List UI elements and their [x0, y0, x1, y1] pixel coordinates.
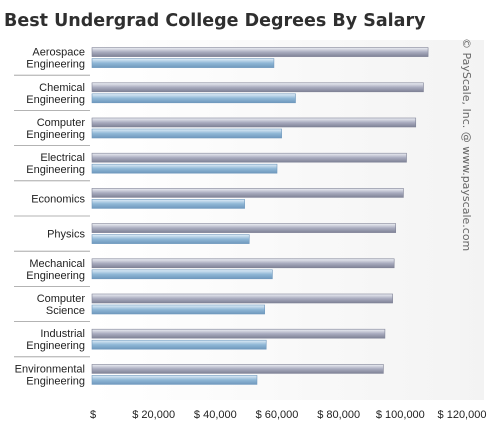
bar-series-2: [91, 199, 245, 209]
bar-series-1: [91, 188, 404, 198]
x-tick-label: $ 80,000: [317, 409, 360, 421]
category-label: Economics: [31, 193, 85, 205]
bar-series-2: [91, 58, 275, 68]
bar-series-2: [91, 93, 296, 104]
chart-title: Best Undergrad College Degrees By Salary: [4, 11, 426, 31]
x-tick-label: $ 20,000: [132, 409, 175, 421]
bar-series-2: [91, 234, 250, 244]
category-label: Industrial Engineering: [26, 328, 85, 352]
category-label: Computer Science: [37, 293, 86, 317]
bar-series-2: [91, 163, 278, 174]
category-label: Physics: [47, 229, 85, 241]
x-tick-label: $ 100,000: [376, 409, 425, 421]
bar-series-1: [91, 328, 386, 339]
category-label: Aerospace Engineering: [26, 47, 85, 71]
bar-series-2: [91, 269, 273, 280]
bar-series-1: [91, 47, 429, 57]
bar-series-1: [91, 258, 395, 269]
x-tick-label: $ 60,000: [256, 409, 299, 421]
x-tick-label: $ 120,000: [438, 409, 487, 421]
category-label: Mechanical Engineering: [26, 258, 85, 282]
bar-series-2: [91, 339, 267, 350]
bar-series-2: [91, 304, 265, 315]
bar-series-1: [91, 223, 397, 233]
category-label: Computer Engineering: [26, 117, 85, 141]
bar-series-2: [91, 128, 282, 139]
category-label: Electrical Engineering: [26, 152, 85, 176]
x-tick-label: $ 40,000: [194, 409, 237, 421]
chart-credit: © PayScale, Inc. @ www.payscale.com: [460, 38, 473, 251]
bar-series-1: [91, 152, 407, 163]
category-label: Chemical Engineering: [26, 82, 85, 106]
bar-series-1: [91, 82, 424, 93]
bar-series-1: [91, 117, 417, 128]
bar-series-1: [91, 293, 393, 304]
x-tick-label: $: [90, 409, 96, 421]
bar-series-2: [91, 375, 258, 385]
bar-series-1: [91, 364, 384, 374]
category-label: Environmental Engineering: [15, 363, 85, 387]
